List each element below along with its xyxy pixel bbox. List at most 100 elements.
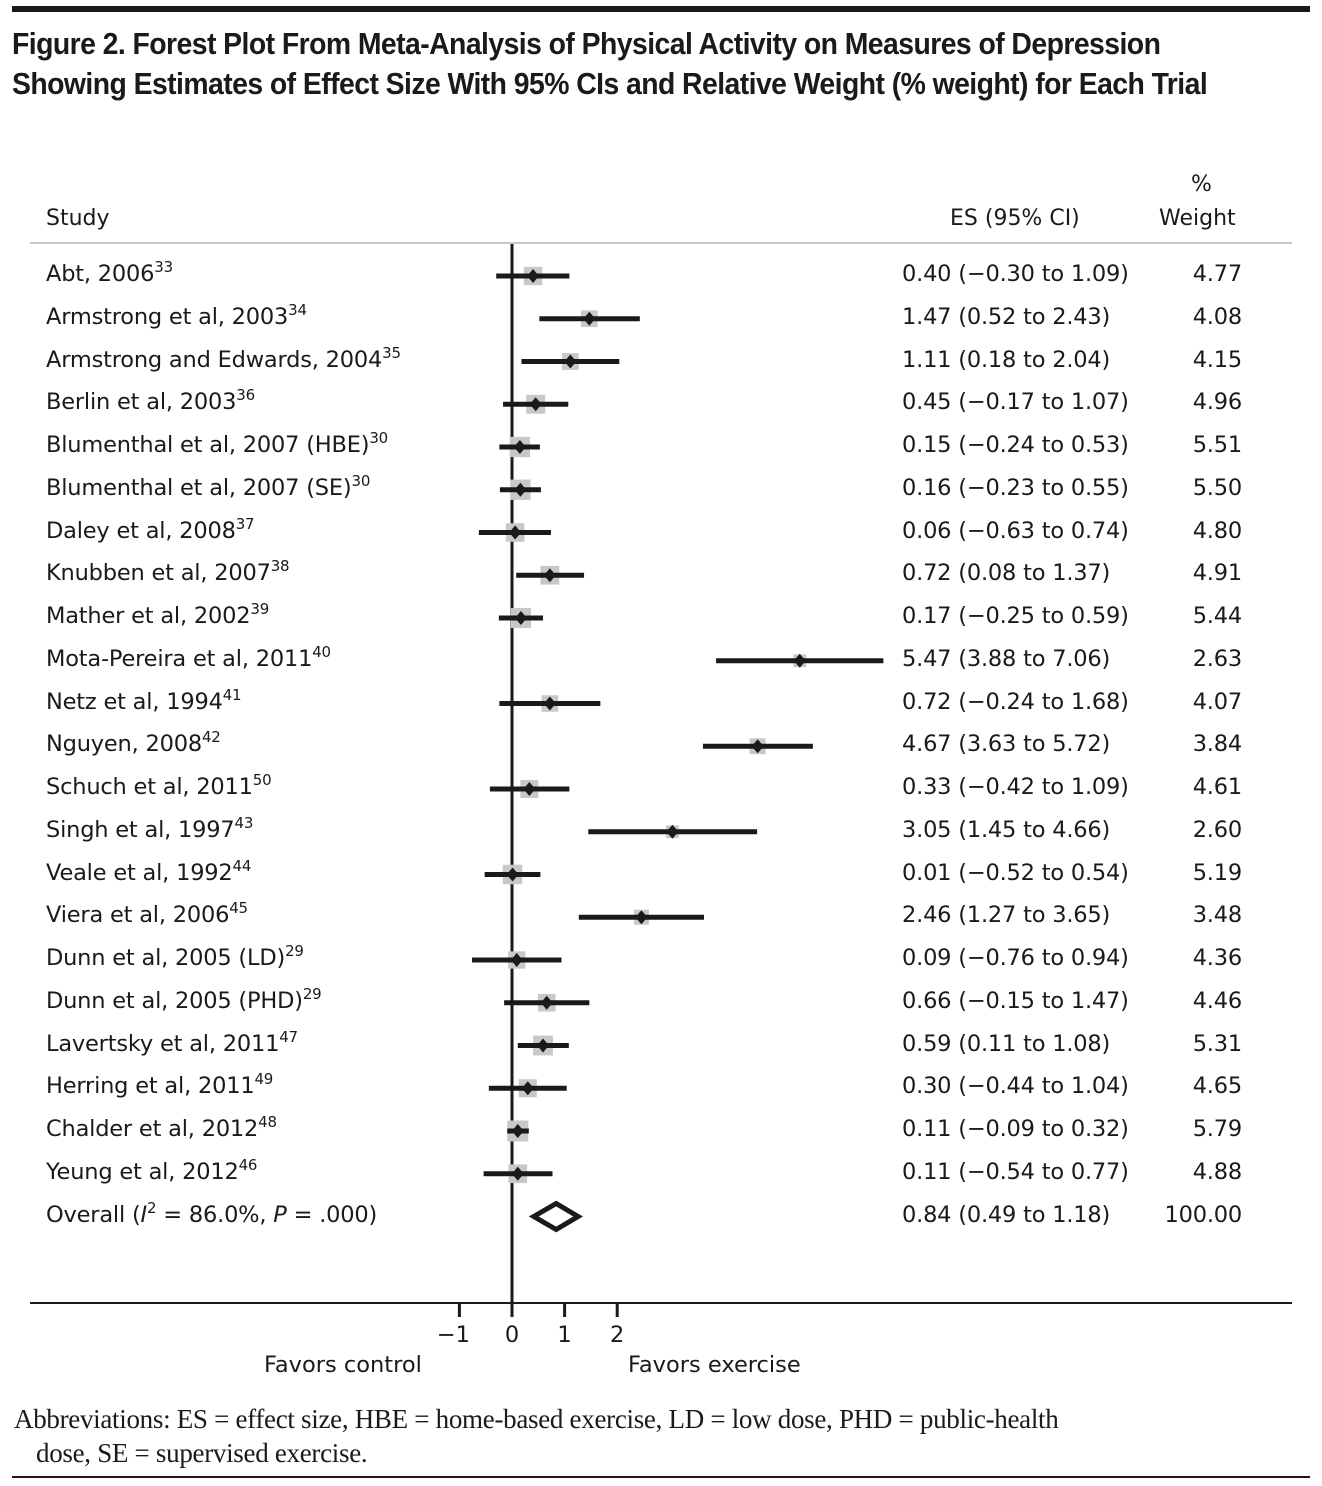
point-estimate [666,824,679,839]
study-weight: 4.46 [1192,987,1243,1014]
study-name: Schuch et al, 201150 [46,771,272,801]
study-reference: 41 [222,685,242,704]
study-es-ci: 1.11 (0.18 to 2.04) [902,346,1111,373]
p-value: = .000) [286,1201,378,1228]
study-weight: 4.91 [1192,560,1243,587]
study-weight: 4.36 [1192,945,1243,971]
study-name: Dunn et al, 2005 (LD)29 [46,942,304,972]
study-reference: 44 [232,856,252,875]
x-tick-label: −1 [436,1322,470,1348]
abbreviations-line-2: dose, SE = supervised exercise. [36,1438,368,1468]
abbreviations-line-1: Abbreviations: ES = effect size, HBE = h… [14,1404,1059,1434]
study-label: Berlin et al, 2003 [46,389,237,416]
point-estimate [635,910,648,925]
point-estimate [543,696,556,711]
study-label: Armstrong and Edwards, 2004 [46,346,383,373]
point-estimate [537,1038,549,1053]
study-label: Schuch et al, 2011 [46,774,253,800]
study-weight: 4.15 [1192,346,1243,373]
study-reference: 47 [279,1027,298,1046]
study-label: Armstrong et al, 2003 [46,303,289,330]
study-name: Herring et al, 201149 [46,1070,274,1100]
study-name: Chalder et al, 201248 [46,1115,277,1143]
study-name: Abt, 200633 [46,260,173,288]
study-reference: 39 [250,600,270,618]
study-es-ci: 1.47 (0.52 to 2.43) [902,303,1111,330]
header-es: ES (95% CI) [950,206,1080,231]
study-weight: 5.19 [1192,859,1243,886]
header-weight-top: % [1191,172,1212,197]
point-estimate [510,953,523,967]
study-es-ci: 0.16 (−0.23 to 0.55) [902,474,1129,501]
study-reference: 45 [229,899,248,918]
study-reference: 46 [238,1155,258,1174]
study-es-ci: 0.09 (−0.76 to 0.94) [902,945,1129,971]
study-label: Viera et al, 2006 [46,902,230,929]
study-es-ci: 0.15 (−0.24 to 0.53) [902,432,1129,458]
overall-weight: 100.00 [1164,1201,1242,1228]
study-weight: 4.61 [1192,774,1243,800]
study-name: Mather et al, 200239 [46,600,270,630]
study-es-ci: 0.11 (−0.54 to 0.77) [902,1158,1129,1185]
point-estimate [513,440,526,454]
overall-es-ci: 0.84 (0.49 to 1.18) [902,1201,1111,1228]
study-es-ci: 0.59 (0.11 to 1.08) [902,1030,1111,1057]
study-label: Dunn et al, 2005 (LD) [46,945,286,971]
study-es-ci: 0.45 (−0.17 to 1.07) [902,389,1129,416]
study-label: Singh et al, 1997 [46,816,235,843]
i-squared-exponent: 2 [146,1198,157,1217]
study-weight: 4.80 [1192,517,1243,544]
p-symbol: P [273,1201,287,1228]
point-estimate [523,782,536,796]
study-reference: 29 [285,942,304,960]
study-name: Veale et al, 199244 [46,856,252,886]
study-weight: 3.84 [1192,731,1243,758]
study-es-ci: 0.17 (−0.25 to 0.59) [902,603,1129,629]
header-rule [30,242,1292,244]
study-reference: 50 [252,771,272,789]
study-label: Nguyen, 2008 [46,731,202,758]
study-reference: 40 [312,642,331,661]
study-es-ci: 0.11 (−0.09 to 0.32) [902,1116,1129,1142]
study-name: Nguyen, 200842 [46,730,221,758]
study-es-ci: 0.40 (−0.30 to 1.09) [902,261,1129,287]
study-weight: 5.44 [1192,603,1243,629]
study-es-ci: 5.47 (3.88 to 7.06) [902,645,1111,672]
study-reference: 34 [288,300,307,319]
study-label: Mota-Pereira et al, 2011 [46,645,313,672]
study-label: Abt, 2006 [46,261,155,287]
point-estimate [509,525,522,540]
x-tick-label: 2 [610,1322,625,1348]
study-weight: 5.50 [1192,474,1243,501]
study-reference: 29 [302,984,322,1003]
study-name: Yeung et al, 201246 [46,1155,258,1185]
study-es-ci: 0.01 (−0.52 to 0.54) [902,859,1129,886]
bottom-rule [12,1476,1310,1478]
point-estimate [527,269,539,283]
overall-diamond [528,1200,583,1233]
study-weight: 4.65 [1192,1073,1243,1100]
study-weight: 4.96 [1192,389,1243,416]
point-estimate [514,611,527,625]
study-label: Netz et al, 1994 [46,688,223,715]
x-tick-label: 1 [557,1322,572,1348]
study-name: Singh et al, 199743 [46,815,253,843]
study-reference: 35 [382,343,401,362]
study-name: Blumenthal et al, 2007 (SE)30 [46,473,370,501]
study-weight: 4.77 [1192,261,1243,287]
study-es-ci: 2.46 (1.27 to 3.65) [902,902,1111,929]
study-name: Berlin et al, 200336 [46,388,255,416]
study-es-ci: 0.72 (−0.24 to 1.68) [902,688,1129,715]
study-name: Armstrong and Edwards, 200435 [46,343,401,373]
study-reference: 38 [270,557,290,576]
study-label: Herring et al, 2011 [46,1073,255,1100]
study-label: Veale et al, 1992 [46,859,233,886]
study-name: Lavertsky et al, 201147 [46,1027,298,1057]
study-weight: 4.07 [1192,688,1243,715]
study-es-ci: 0.30 (−0.44 to 1.04) [902,1073,1129,1100]
study-reference: 30 [369,429,389,447]
study-label: Daley et al, 2008 [46,517,236,544]
study-label: Blumenthal et al, 2007 (HBE) [46,432,370,458]
study-reference: 49 [254,1070,274,1089]
point-estimate [583,311,596,326]
